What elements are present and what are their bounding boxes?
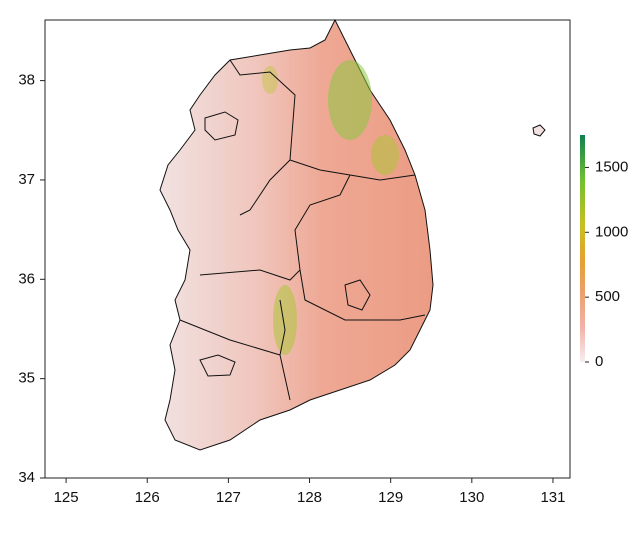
colorbar-tick-label: 500 [595,288,620,305]
colorbar-tick-label: 1500 [595,158,628,175]
highland [371,135,399,175]
x-tick-label: 128 [297,489,322,506]
x-tick-label: 127 [216,489,241,506]
province-border [179,59,426,401]
highland [273,285,297,355]
y-tick-label: 38 [18,72,35,89]
y-tick-label: 36 [18,270,35,287]
colorbar-tick-label: 0 [595,353,603,370]
x-tick-label: 129 [378,489,403,506]
x-tick-label: 126 [135,489,160,506]
x-tick-label: 130 [459,489,484,506]
x-tick-label: 131 [540,489,565,506]
y-tick-label: 35 [18,370,35,387]
highland [328,60,372,140]
y-tick-label: 37 [18,171,35,188]
colorbar-tick-label: 1000 [595,223,628,240]
highland [262,66,278,94]
colorbar [580,135,585,362]
island [532,124,546,137]
land [159,18,546,451]
city-border [199,111,371,377]
x-tick-label: 125 [54,489,79,506]
y-tick-label: 34 [18,469,35,486]
